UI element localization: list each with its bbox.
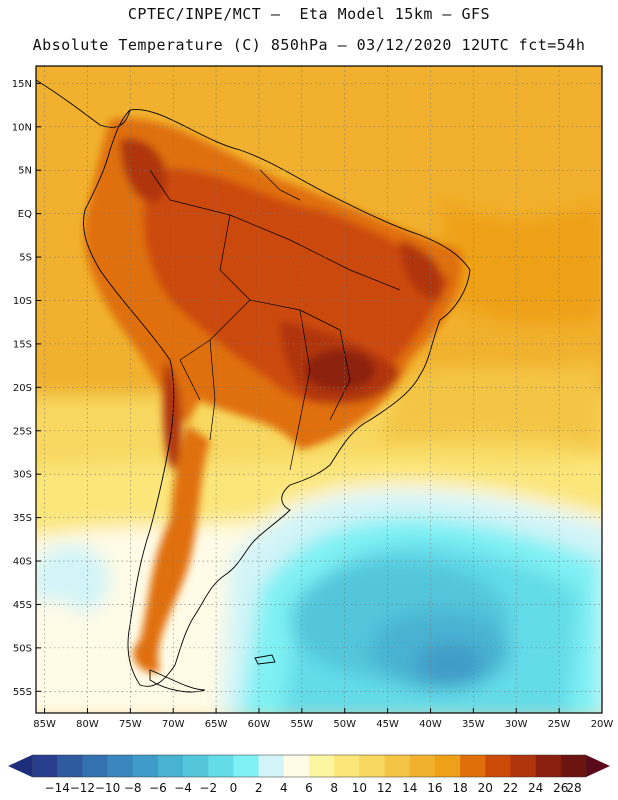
map-title-line-2: Absolute Temperature (C) 850hPa – 03/12/… [32, 36, 586, 54]
colorbar-label: 20 [478, 781, 493, 795]
map-title-line-1: CPTEC/INPE/MCT – Eta Model 15km – GFS [127, 5, 491, 23]
colorbar-label: −12 [70, 781, 95, 795]
colorbar-label: −2 [199, 781, 217, 795]
colorbar-swatch [208, 755, 234, 777]
colorbar-swatch [485, 755, 511, 777]
colorbar-label: −14 [45, 781, 70, 795]
colorbar-swatch [32, 755, 58, 777]
colorbar-swatch [258, 755, 285, 777]
colorbar-swatch [283, 755, 310, 777]
lon-tick-label: 80W [76, 719, 99, 730]
lat-tick-label: 55S [13, 687, 32, 698]
lon-tick-label: 40W [419, 719, 442, 730]
lat-tick-label: 20S [13, 383, 32, 394]
lat-tick-label: 10S [13, 296, 32, 307]
lon-tick-label: 50W [333, 719, 356, 730]
lon-tick-label: 70W [162, 719, 185, 730]
colorbar-swatch [233, 755, 259, 777]
lat-tick-label: 40S [13, 557, 32, 568]
lon-tick-label: 30W [505, 719, 528, 730]
colorbar-swatch [132, 755, 159, 777]
colorbar-label: 14 [402, 781, 417, 795]
colorbar-swatch [560, 755, 587, 777]
colorbar-label: 2 [255, 781, 263, 795]
lat-tick-label: 30S [13, 470, 32, 481]
colorbar-swatch [183, 755, 209, 777]
colorbar-label: 4 [280, 781, 288, 795]
falklands-outline [254, 654, 276, 665]
colorbar-label: 18 [452, 781, 467, 795]
colorbar-swatch [157, 755, 184, 777]
lat-tick-label: 50S [13, 643, 32, 654]
lat-tick-label: 35S [13, 513, 32, 524]
colorbar-swatch [535, 755, 562, 777]
colorbar-label: 16 [427, 781, 442, 795]
colorbar-label: 10 [352, 781, 367, 795]
lat-tick-label: 5N [18, 166, 32, 177]
colorbar-label: 0 [230, 781, 238, 795]
colorbar-left-arrow [8, 755, 32, 777]
colorbar-label: −10 [95, 781, 120, 795]
colorbar-label: 28 [566, 781, 581, 795]
map-frame [35, 65, 603, 714]
lat-tick-label: EQ [18, 209, 32, 220]
colorbar-swatch [82, 755, 108, 777]
colorbar-outline [31, 754, 587, 778]
colorbar-label: 8 [330, 781, 338, 795]
lat-tick-label: 25S [13, 426, 32, 437]
lon-tick-label: 35W [462, 719, 485, 730]
colorbar-label: 26 [553, 781, 568, 795]
tierra-del-fuego-outline [149, 669, 206, 693]
colorbar-label: −8 [124, 781, 142, 795]
lon-tick-label: 20W [591, 719, 614, 730]
colorbar-swatch [460, 755, 486, 777]
colorbar-swatch [409, 755, 436, 777]
colorbar-label: 6 [305, 781, 313, 795]
colorbar-label: −4 [174, 781, 192, 795]
country-borders [149, 169, 401, 471]
central-america-coastline [36, 79, 131, 128]
lon-tick-label: 25W [548, 719, 571, 730]
lon-tick-label: 45W [376, 719, 399, 730]
colorbar-label: 12 [377, 781, 392, 795]
lat-tick-label: 15N [12, 79, 32, 90]
colorbar-label: 22 [503, 781, 518, 795]
colorbar-swatch [57, 755, 83, 777]
lon-tick-label: 55W [291, 719, 314, 730]
colorbar-label: 24 [528, 781, 543, 795]
lon-tick-label: 65W [205, 719, 228, 730]
lat-tick-label: 45S [13, 600, 32, 611]
lat-tick-label: 10N [12, 122, 32, 133]
colorbar-swatch [107, 755, 134, 777]
colorbar-swatch [309, 755, 335, 777]
lat-tick-label: 15S [13, 339, 32, 350]
colorbar-label: −6 [149, 781, 167, 795]
lon-tick-label: 60W [248, 719, 271, 730]
lon-tick-label: 75W [119, 719, 142, 730]
lat-tick-label: 5S [19, 253, 32, 264]
latitude-axis: 15N 10N 5N EQ 5S 10S 15S 20S 25S 30S 35S 40S 45S 50S 5… [12, 79, 41, 698]
colorbar-swatch [384, 755, 411, 777]
colorbar-right-arrow [586, 755, 610, 777]
colorbar-swatch [359, 755, 385, 777]
colorbar-swatch [510, 755, 536, 777]
temperature-field [36, 66, 602, 713]
temperature-colorbar: −14 −12 −10 −8 −6 −4 −2 0 2 4 6 8 10 12 14 16 18 20 22 24 26… [8, 754, 610, 795]
colorbar-swatch [334, 755, 360, 777]
colorbar-swatch [434, 755, 461, 777]
longitude-axis: 85W 80W 75W 70W 65W 60W 55W 50W 45W 40W 35W 30W 25W 2… [33, 708, 613, 730]
lon-tick-label: 85W [33, 719, 56, 730]
